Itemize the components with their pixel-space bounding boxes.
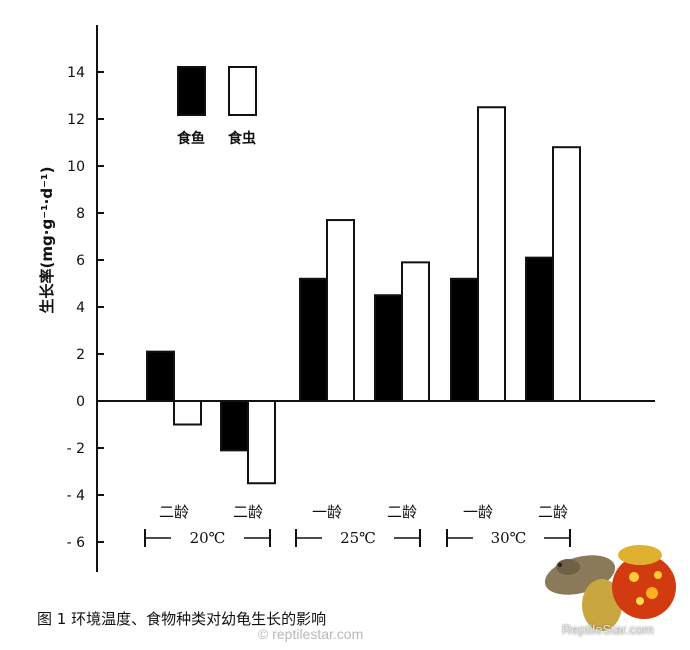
y-tick-label: - 4 — [67, 488, 86, 504]
bar — [173, 400, 202, 426]
bar — [326, 219, 355, 402]
watermark: © reptilestar.com — [258, 626, 364, 642]
legend-label: 食虫 — [228, 130, 256, 147]
bar — [552, 146, 581, 402]
logo-text: ReptileStar.com — [562, 622, 654, 637]
legend-swatch — [177, 66, 206, 116]
bar — [450, 277, 479, 402]
y-axis-label: 生长率(mg·g⁻¹·d⁻¹) — [38, 167, 56, 314]
category-label: 一龄 — [312, 503, 342, 521]
y-tick-label: - 2 — [67, 441, 85, 457]
bars — [146, 106, 581, 485]
y-tick-label: 0 — [76, 394, 85, 410]
bar — [401, 261, 430, 402]
group-label: 25℃ — [340, 529, 376, 547]
bar — [220, 400, 249, 452]
bar — [374, 294, 403, 402]
legend-label: 食鱼 — [177, 130, 205, 147]
y-tick-label: 4 — [76, 300, 85, 316]
y-tick-label: 14 — [67, 65, 85, 81]
bar — [146, 350, 175, 402]
category-label: 二龄 — [233, 503, 263, 521]
group-label: 30℃ — [491, 529, 527, 547]
group-label: 20℃ — [190, 529, 226, 547]
labels: - 6 - 4 - 2 0 2 4 6 8 10 12 14 生长率(mg·g⁻¹·d⁻¹) 二龄 二龄 一… — [38, 65, 568, 551]
y-tick-label: 2 — [76, 347, 85, 363]
bar — [477, 106, 506, 402]
legend-swatch — [228, 66, 257, 116]
y-tick-label: 6 — [76, 253, 85, 269]
figure-caption: 图 1 环境温度、食物种类对幼龟生长的影响 — [37, 610, 327, 628]
reptilestar-logo — [544, 545, 676, 631]
bar — [525, 256, 554, 402]
category-label: 二龄 — [387, 503, 417, 521]
category-label: 一龄 — [463, 503, 493, 521]
category-label: 二龄 — [538, 503, 568, 521]
y-tick-label: - 6 — [67, 535, 86, 551]
bar-chart: - 6 - 4 - 2 0 2 4 6 8 10 12 14 生长率(mg·g⁻¹·d⁻¹) 二龄 二龄 一… — [38, 25, 655, 572]
y-tick-label: 8 — [76, 206, 85, 222]
bar — [299, 277, 328, 402]
bar — [247, 400, 276, 485]
legend: 食鱼 食虫 — [177, 66, 257, 147]
y-tick-label: 12 — [67, 112, 85, 128]
category-label: 二龄 — [159, 503, 189, 521]
y-tick-label: 10 — [67, 159, 85, 175]
